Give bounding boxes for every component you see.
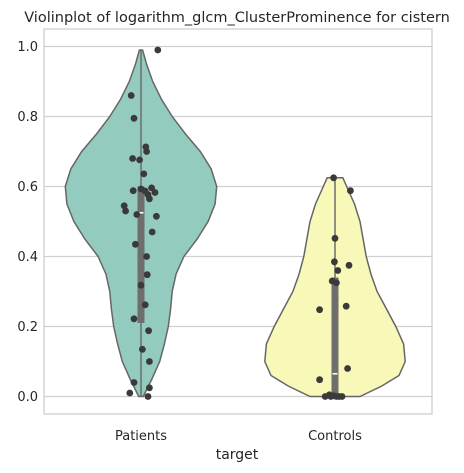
data-point <box>144 393 152 400</box>
data-point <box>146 384 153 392</box>
data-point <box>148 228 156 236</box>
data-point <box>331 234 339 242</box>
data-point <box>342 302 350 310</box>
violins <box>64 49 406 398</box>
x-tick-label: Controls <box>308 429 362 444</box>
data-point <box>136 156 144 164</box>
quartile-box <box>331 277 339 397</box>
quartile-box <box>137 186 145 323</box>
data-point <box>333 279 340 287</box>
data-point <box>141 301 149 309</box>
y-tick-labels: 0.0 0.2 0.4 0.6 0.8 1.0 <box>17 40 38 405</box>
y-tick-label: 0.2 <box>17 320 38 335</box>
y-tick-label: 1.0 <box>17 40 38 55</box>
y-tick-label: 0.6 <box>17 180 38 195</box>
data-point <box>122 207 129 215</box>
data-point <box>330 174 337 182</box>
y-tick-label: 0.0 <box>17 390 38 405</box>
data-point <box>120 202 128 210</box>
data-point <box>154 46 162 54</box>
data-point <box>129 155 137 162</box>
data-point <box>143 271 151 279</box>
data-point <box>132 240 139 248</box>
data-point <box>133 211 141 218</box>
plot-frame <box>43 28 433 415</box>
data-point <box>130 315 138 323</box>
data-points <box>120 46 354 400</box>
data-point <box>338 393 346 400</box>
data-point <box>130 379 138 386</box>
data-point <box>345 261 353 269</box>
data-point <box>130 114 138 122</box>
y-tick-label: 0.8 <box>17 110 38 125</box>
data-point <box>140 170 148 178</box>
data-point <box>146 358 153 365</box>
data-point <box>334 267 342 274</box>
data-point <box>145 327 153 335</box>
x-axis-label: target <box>216 447 259 463</box>
x-tick-labels: Patients Controls <box>115 429 362 444</box>
data-point <box>316 306 323 314</box>
data-point <box>331 258 338 266</box>
data-point <box>321 393 329 400</box>
data-point <box>127 92 135 99</box>
data-point <box>327 393 335 400</box>
data-point <box>143 148 151 155</box>
x-tick-label: Patients <box>115 429 167 444</box>
data-point <box>146 195 153 203</box>
chart-title: Violinplot of logarithm_glcm_ClusterProm… <box>24 10 450 26</box>
data-point <box>316 376 323 384</box>
data-point <box>153 212 160 220</box>
data-point <box>139 345 146 353</box>
data-point <box>151 189 159 196</box>
data-point <box>129 187 137 195</box>
y-tick-label: 0.4 <box>17 250 38 265</box>
data-point <box>137 281 145 289</box>
data-point <box>344 365 351 372</box>
data-point <box>143 253 151 260</box>
data-point <box>126 389 134 397</box>
data-point <box>347 187 354 195</box>
